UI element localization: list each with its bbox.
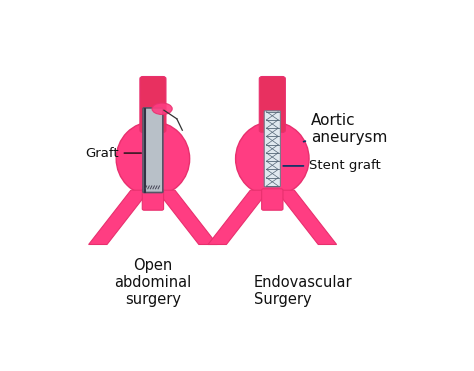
Text: Aortic
aneurysm: Aortic aneurysm xyxy=(303,113,387,145)
Polygon shape xyxy=(89,190,149,244)
Polygon shape xyxy=(208,190,269,244)
Polygon shape xyxy=(156,190,217,244)
Ellipse shape xyxy=(236,122,309,196)
Ellipse shape xyxy=(152,103,172,115)
Ellipse shape xyxy=(116,122,190,196)
FancyBboxPatch shape xyxy=(264,111,281,187)
FancyBboxPatch shape xyxy=(140,76,166,132)
Text: Endovascular
Surgery: Endovascular Surgery xyxy=(254,275,353,307)
Text: Open
abdominal
surgery: Open abdominal surgery xyxy=(114,257,191,307)
FancyBboxPatch shape xyxy=(142,189,164,210)
FancyBboxPatch shape xyxy=(259,76,285,132)
Text: Stent graft: Stent graft xyxy=(283,160,381,173)
FancyBboxPatch shape xyxy=(262,189,283,210)
Polygon shape xyxy=(276,190,337,244)
FancyBboxPatch shape xyxy=(143,108,163,193)
Text: Graft: Graft xyxy=(85,147,141,160)
